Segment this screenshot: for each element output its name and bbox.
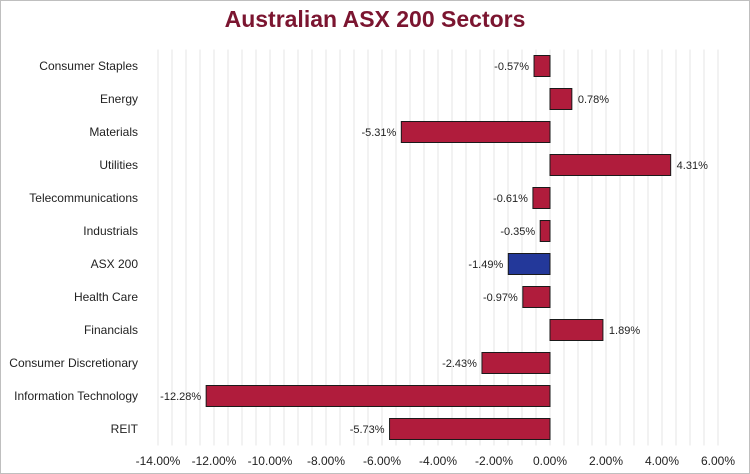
x-tick-label: -10.00%: [248, 454, 293, 468]
category-label: Energy: [100, 92, 138, 106]
x-tick-label: -12.00%: [192, 454, 237, 468]
labels: -14.00% -12.00% -10.00% -8.00% -6.00% -4.00% -…: [9, 59, 735, 468]
category-label: Financials: [84, 323, 138, 337]
bar-health-care: [522, 286, 551, 308]
x-tick-label: -14.00%: [136, 454, 181, 468]
bar-financials: [549, 319, 604, 341]
data-label: -0.35%: [500, 226, 535, 238]
data-label: -0.97%: [483, 292, 518, 304]
bar-utilities: [549, 154, 672, 176]
data-label: -1.49%: [468, 259, 503, 271]
x-tick-label: 2.00%: [589, 454, 623, 468]
category-label: Consumer Discretionary: [9, 356, 138, 370]
category-label: Health Care: [74, 290, 138, 304]
category-label: Industrials: [83, 224, 138, 238]
bar-industrials: [539, 220, 551, 242]
bar-consumer-staples: [533, 55, 551, 77]
x-tick-label: 0.00%: [533, 454, 567, 468]
category-label: ASX 200: [91, 257, 139, 271]
bar-energy: [549, 88, 573, 110]
category-label: Utilities: [99, 158, 138, 172]
category-label: Consumer Staples: [39, 59, 138, 73]
chart-title: Australian ASX 200 Sectors: [224, 6, 526, 32]
category-label: Telecommunications: [29, 191, 138, 205]
bar-information-technology: [205, 385, 551, 407]
bar-materials: [400, 121, 551, 143]
bar-telecommunications: [532, 187, 551, 209]
category-label: Information Technology: [14, 389, 138, 403]
bar-asx-200: [507, 253, 551, 275]
bar-reit: [389, 418, 551, 440]
x-tick-label: -6.00%: [363, 454, 401, 468]
x-tick-label: 4.00%: [645, 454, 679, 468]
bars: [205, 55, 672, 440]
x-tick-label: 6.00%: [701, 454, 735, 468]
data-label: -12.28%: [160, 391, 201, 403]
data-label: 4.31%: [677, 160, 708, 172]
data-label: 1.89%: [609, 325, 640, 337]
data-label: -5.73%: [350, 424, 385, 436]
data-label: -0.61%: [493, 193, 528, 205]
data-label: -0.57%: [494, 61, 529, 73]
data-label: -5.31%: [361, 127, 396, 139]
category-label: Materials: [89, 125, 138, 139]
data-label: 0.78%: [578, 94, 609, 106]
gridlines: [157, 49, 719, 446]
bar-consumer-discretionary: [481, 352, 551, 374]
x-tick-label: -4.00%: [419, 454, 457, 468]
x-tick-label: -8.00%: [307, 454, 345, 468]
data-label: -2.43%: [442, 358, 477, 370]
x-tick-label: -2.00%: [475, 454, 513, 468]
category-label: REIT: [111, 422, 139, 436]
